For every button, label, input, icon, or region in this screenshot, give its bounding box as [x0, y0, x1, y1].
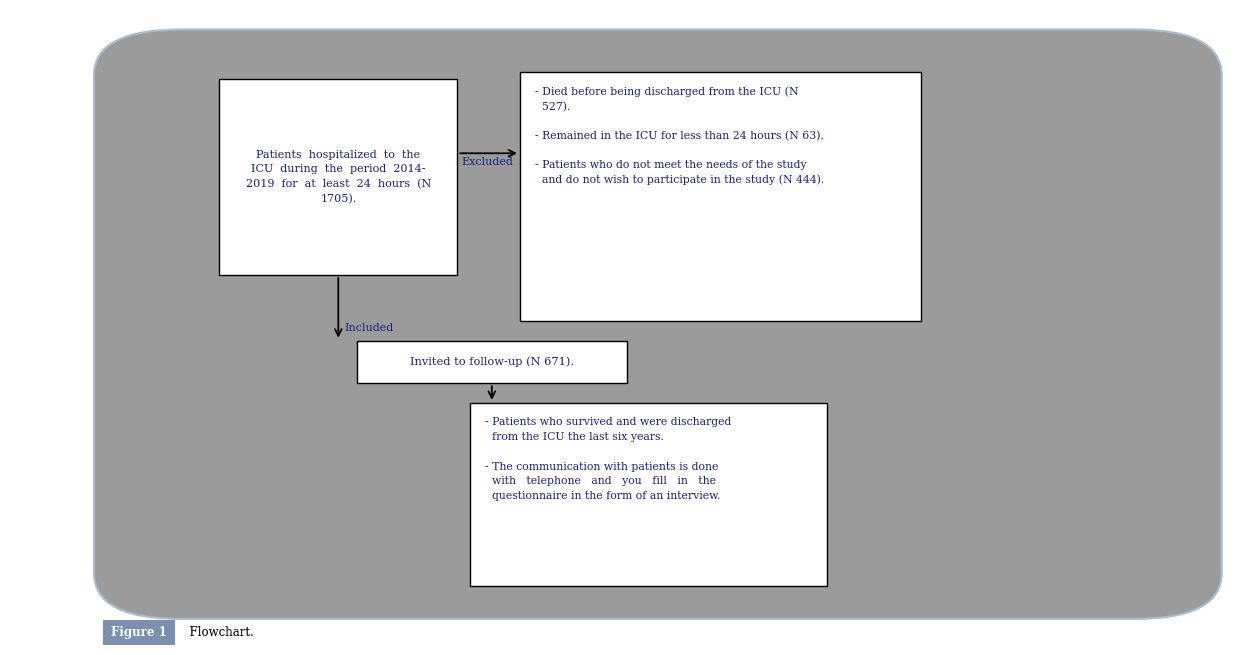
- FancyBboxPatch shape: [470, 403, 827, 586]
- FancyBboxPatch shape: [520, 72, 921, 321]
- Text: Flowchart.: Flowchart.: [182, 626, 253, 639]
- Text: Excluded: Excluded: [461, 157, 512, 166]
- FancyBboxPatch shape: [103, 620, 175, 645]
- FancyBboxPatch shape: [219, 79, 457, 275]
- Text: Included: Included: [345, 323, 393, 333]
- Text: Figure 1: Figure 1: [112, 626, 167, 639]
- Text: - Patients who survived and were discharged
  from the ICU the last six years.

: - Patients who survived and were dischar…: [485, 417, 732, 501]
- Text: Patients  hospitalized  to  the
ICU  during  the  period  2014-
2019  for  at  l: Patients hospitalized to the ICU during …: [246, 150, 431, 204]
- Text: - Died before being discharged from the ICU (N
  527).

- Remained in the ICU fo: - Died before being discharged from the …: [535, 86, 824, 185]
- FancyBboxPatch shape: [357, 341, 626, 383]
- FancyBboxPatch shape: [94, 29, 1222, 619]
- Text: Invited to follow-up (N 671).: Invited to follow-up (N 671).: [410, 356, 574, 367]
